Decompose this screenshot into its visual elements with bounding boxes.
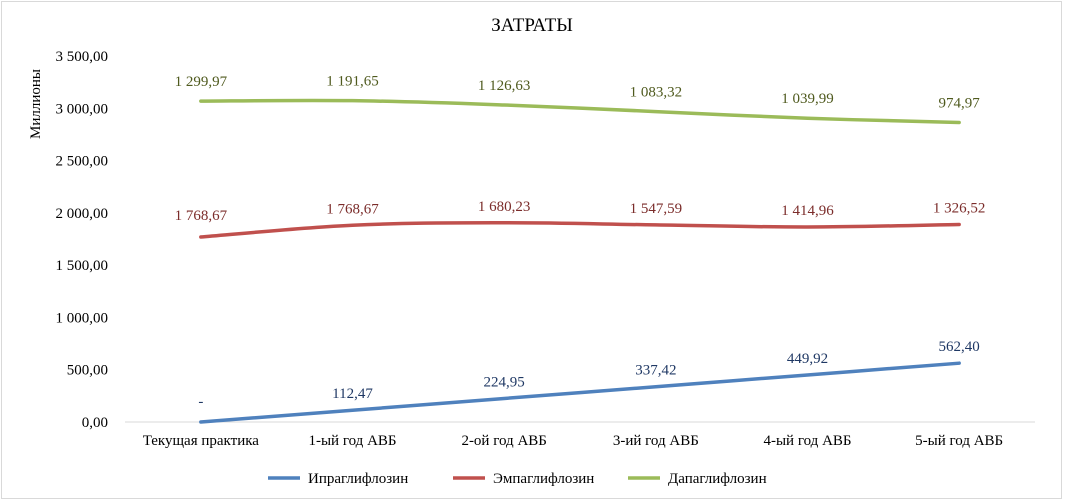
y-tick-label: 2 500,00 [56, 154, 109, 170]
data-label: 1 039,99 [781, 91, 834, 107]
data-label: 1 083,32 [630, 85, 683, 101]
y-tick-label: 500,00 [67, 363, 108, 379]
series-line [199, 221, 961, 239]
data-label: 1 126,63 [478, 78, 531, 94]
data-label: 1 191,65 [326, 74, 379, 90]
data-label: 1 326,52 [933, 200, 986, 216]
chart-title: ЗАТРАТЫ [491, 15, 573, 36]
y-tick-label: 1 000,00 [56, 310, 109, 326]
series-lines [199, 98, 961, 424]
y-tick-label: 3 500,00 [56, 49, 109, 65]
data-labels: - 112,47 224,95 337,42 449,92 562,40 1 768,67 1… [175, 74, 986, 410]
legend-label: Эмпаглифлозин [493, 471, 594, 487]
data-label: 1 414,96 [781, 203, 834, 219]
data-label: 1 768,67 [326, 201, 379, 217]
y-tick-label: 0,00 [82, 415, 108, 431]
data-label: 449,92 [787, 351, 828, 367]
data-label: 1 768,67 [175, 208, 228, 224]
y-tick-label: 3 000,00 [56, 101, 109, 117]
x-tick-label: 4-ый год АВБ [763, 433, 851, 449]
series-line [199, 361, 961, 424]
data-label: 112,47 [332, 386, 373, 402]
legend-label: Ипраглифлозин [308, 471, 408, 487]
x-tick-label: Текущая практика [143, 433, 260, 449]
x-tick-label: 2-ой год АВБ [461, 433, 546, 449]
legend-label: Дапаглифлозин [668, 471, 767, 487]
data-label: 224,95 [484, 374, 525, 390]
y-axis-label: Миллионы [28, 69, 44, 139]
data-label: 562,40 [939, 339, 980, 355]
data-label: 1 680,23 [478, 199, 531, 215]
x-tick-label: 5-ый год АВБ [915, 433, 1003, 449]
data-label: 974,97 [939, 96, 981, 112]
y-tick-label: 1 500,00 [56, 258, 109, 274]
legend: Ипраглифлозин Эмпаглифлозин Дапаглифлозин [268, 471, 767, 487]
data-label: 1 547,59 [630, 201, 683, 217]
data-label: 1 299,97 [175, 74, 228, 90]
data-label: 337,42 [635, 363, 676, 379]
y-tick-label: 2 000,00 [56, 206, 109, 222]
series-line [199, 98, 961, 125]
x-tick-label: 1-ый год АВБ [308, 433, 396, 449]
x-tick-label: 3-ий год АВБ [613, 433, 699, 449]
x-tick-labels: Текущая практика 1-ый год АВБ 2-ой год АВБ… [143, 433, 1003, 449]
data-label: - [198, 394, 203, 410]
y-tick-labels: 0,00 500,00 1 000,00 1 500,00 2 000,00 2 500,… [56, 49, 109, 431]
